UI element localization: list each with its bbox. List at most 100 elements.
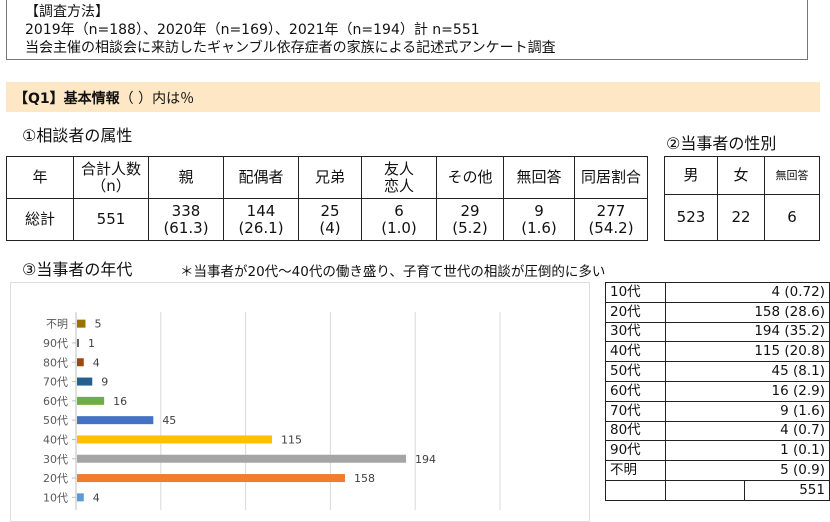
category-label: 50代 bbox=[43, 414, 68, 427]
age-note: ＊当事者が20代～40代の働き盛り、子育て世代の相談が圧倒的に多い bbox=[180, 264, 606, 280]
header-male: 男 bbox=[664, 156, 718, 195]
bar-value-label: 4 bbox=[93, 491, 100, 504]
header-friend: 友人 恋人 bbox=[361, 156, 437, 199]
bar-value-label: 4 bbox=[93, 356, 100, 369]
value: 144 bbox=[246, 201, 276, 220]
category-label: 40代 bbox=[43, 433, 68, 446]
value: 277 bbox=[596, 201, 626, 220]
consultant-attributes-title: ①相談者の属性 bbox=[22, 126, 133, 145]
age-count: 4 bbox=[780, 422, 789, 439]
age-total-row: 551 bbox=[605, 479, 830, 501]
header-gender-no-answer: 無回答 bbox=[764, 156, 820, 195]
age-table-row: 70代 9 (1.6) bbox=[605, 400, 830, 422]
category-label: 90代 bbox=[43, 337, 68, 350]
bar-value-label: 194 bbox=[415, 453, 436, 466]
age-percent: (0.9) bbox=[792, 462, 825, 479]
age-percent: (0.1) bbox=[792, 442, 825, 459]
category-label: 80代 bbox=[43, 356, 68, 369]
bar-10代 bbox=[77, 493, 84, 502]
bar-50代 bbox=[77, 416, 154, 425]
header-female: 女 bbox=[717, 156, 765, 195]
age-count-percent: 158 (28.6) bbox=[664, 301, 830, 323]
value: 338 bbox=[171, 201, 201, 220]
age-table-row: 20代 158 (28.6) bbox=[605, 301, 830, 323]
age-total-blank bbox=[605, 479, 666, 501]
age-table-row: 80代 4 (0.7) bbox=[605, 420, 830, 442]
spouse-cell: 144 (26.1) bbox=[223, 198, 299, 241]
total-value: 551 bbox=[73, 198, 149, 241]
q1-header: 【Q1】基本情報（ ）内は％ bbox=[14, 88, 194, 108]
header-total-line1: 合計人数 bbox=[80, 159, 141, 178]
age-count: 45 bbox=[771, 363, 789, 380]
age-count-percent: 5 (0.9) bbox=[664, 460, 830, 481]
q1-label: 【Q1】基本情報 bbox=[14, 91, 120, 107]
age-percent: (8.1) bbox=[792, 363, 825, 380]
header-no-answer: 無回答 bbox=[503, 156, 575, 199]
gender-no-answer-value: 6 bbox=[764, 194, 820, 241]
category-label: 70代 bbox=[43, 376, 68, 389]
gender-table: 男 女 無回答 523 22 6 bbox=[664, 156, 820, 241]
method-line-1: 2019年（n=188）、2020年（n=169）、2021年（n=194）計 … bbox=[25, 22, 480, 38]
percent: (61.3) bbox=[163, 218, 209, 237]
header-friend-line2: 恋人 bbox=[383, 176, 414, 195]
survey-method-box: 【調査方法】 2019年（n=188）、2020年（n=169）、2021年（n… bbox=[6, 0, 808, 60]
gender-title: ②当事者の性別 bbox=[666, 134, 777, 153]
bar-30代 bbox=[77, 454, 407, 463]
age-label: 40代 bbox=[605, 341, 666, 363]
age-count-percent: 115 (20.8) bbox=[664, 341, 830, 363]
age-count-percent: 16 (2.9) bbox=[664, 380, 830, 402]
value: 9 bbox=[534, 201, 544, 220]
age-percent: (35.2) bbox=[784, 323, 825, 340]
percent: (4) bbox=[319, 218, 341, 237]
age-table-row: 60代 16 (2.9) bbox=[605, 380, 830, 402]
bar-90代 bbox=[77, 338, 79, 347]
bar-value-label: 115 bbox=[281, 433, 302, 446]
row-label: 総計 bbox=[6, 198, 74, 241]
age-count: 9 bbox=[780, 402, 789, 419]
age-table: 10代 4 (0.72) 20代 158 (28.6) 30代 194 (35.2) 40代… bbox=[605, 282, 830, 501]
age-table-row: 不明 5 (0.9) bbox=[605, 460, 830, 481]
sibling-cell: 25 (4) bbox=[298, 198, 362, 241]
age-count: 4 bbox=[771, 283, 781, 300]
age-count: 115 bbox=[754, 343, 781, 360]
age-count: 16 bbox=[771, 382, 789, 399]
bar-60代 bbox=[77, 396, 105, 405]
category-label: 30代 bbox=[43, 453, 68, 466]
header-sibling: 兄弟 bbox=[298, 156, 362, 199]
percent: (5.2) bbox=[452, 218, 488, 237]
value: 25 bbox=[320, 201, 340, 220]
age-count-percent: 45 (8.1) bbox=[664, 361, 830, 382]
header-cohabit: 同居割合 bbox=[574, 156, 648, 199]
header-spouse: 配偶者 bbox=[223, 156, 299, 199]
age-label: 50代 bbox=[605, 361, 666, 382]
age-count-percent: 4 (0.7) bbox=[664, 420, 830, 442]
category-label: 60代 bbox=[43, 395, 68, 408]
age-label: 60代 bbox=[605, 380, 666, 402]
age-count: 158 bbox=[754, 303, 781, 320]
method-line-2: 当会主催の相談会に来訪したギャンブル依存症者の家族による記述式アンケート調査 bbox=[25, 40, 556, 56]
header-parent: 親 bbox=[148, 156, 224, 199]
age-title: ③当事者の年代 bbox=[22, 260, 133, 279]
age-label: 10代 bbox=[605, 282, 666, 303]
age-table-row: 30代 194 (35.2) bbox=[605, 321, 830, 343]
header-year: 年 bbox=[6, 156, 74, 199]
age-label: 90代 bbox=[605, 440, 666, 462]
cohabit-cell: 277 (54.2) bbox=[574, 198, 648, 241]
age-percent: (20.8) bbox=[784, 343, 825, 360]
bar-value-label: 45 bbox=[162, 414, 176, 427]
bar-不明 bbox=[77, 319, 86, 328]
age-label: 不明 bbox=[605, 460, 666, 481]
category-label: 不明 bbox=[46, 318, 68, 331]
header-total-line2: （n） bbox=[91, 176, 131, 195]
female-value: 22 bbox=[717, 194, 765, 241]
value: 29 bbox=[460, 201, 480, 220]
bar-value-label: 9 bbox=[101, 376, 108, 389]
age-count: 1 bbox=[780, 442, 789, 459]
category-label: 10代 bbox=[43, 491, 68, 504]
age-count: 194 bbox=[754, 323, 781, 340]
age-percent: (28.6) bbox=[784, 303, 825, 320]
bar-value-label: 158 bbox=[354, 472, 375, 485]
age-count-percent: 194 (35.2) bbox=[664, 321, 830, 343]
consultant-attributes-table: 年 合計人数 （n） 親 配偶者 兄弟 友人 恋人 その他 無回答 同居割合 総計 … bbox=[6, 156, 648, 241]
age-table-row: 40代 115 (20.8) bbox=[605, 341, 830, 363]
